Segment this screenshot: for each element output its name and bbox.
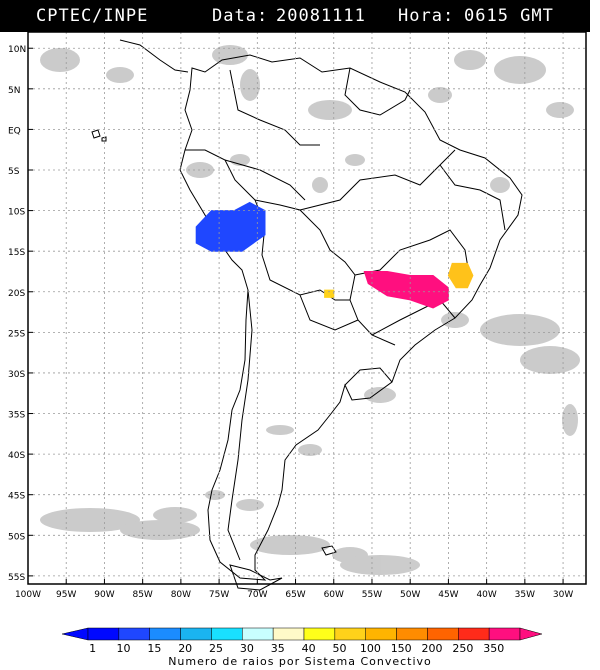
legend-swatch	[488, 627, 521, 641]
yellow-cluster-bolivia	[324, 289, 335, 298]
legend-arrow-right	[519, 627, 543, 641]
magenta-cluster-brazil	[363, 271, 449, 309]
lat-label: 50S	[8, 532, 25, 542]
legend-label: 40	[302, 642, 316, 655]
lightning-clusters	[195, 201, 474, 309]
time-label: Hora:	[398, 6, 455, 26]
yellow-cluster-minas	[447, 262, 474, 289]
legend-caption: Numero de raios por Sistema Convectivo	[168, 655, 432, 668]
legend-swatch	[365, 627, 397, 641]
legend-label: 250	[452, 642, 473, 655]
lat-label: 45S	[8, 492, 25, 502]
galapagos-islands	[91, 129, 107, 142]
cloud-cover	[40, 45, 580, 575]
lon-label: 45W	[438, 590, 458, 600]
brazil-states-south	[371, 299, 456, 336]
header-bar: CPTEC/INPE Data: 20081111 Hora: 0615 GMT	[0, 0, 590, 32]
legend-label: 25	[209, 642, 223, 655]
map-frame	[27, 31, 587, 585]
lon-label: 85W	[132, 590, 152, 600]
lon-label: 60W	[324, 590, 344, 600]
legend-swatch	[334, 627, 366, 641]
lon-label: 80W	[171, 590, 191, 600]
date-value: 20081111	[276, 6, 366, 26]
legend-swatch	[118, 627, 150, 641]
lon-label: 90W	[94, 590, 114, 600]
border-argentina-paraguay	[299, 294, 359, 331]
legend-label: 50	[332, 642, 346, 655]
legend-arrow-left	[61, 627, 89, 641]
coastline-and-borders	[91, 39, 523, 591]
legend-swatch	[149, 627, 181, 641]
lon-label: 65W	[285, 590, 305, 600]
tierra-del-fuego	[229, 564, 283, 591]
legend-label: 350	[483, 642, 504, 655]
source-title: CPTEC/INPE	[36, 6, 149, 26]
uruguay-border	[344, 367, 393, 386]
legend-swatch	[87, 627, 120, 641]
lat-label: 35S	[8, 411, 25, 421]
lat-label: 5N	[8, 86, 20, 96]
lat-label: 5S	[8, 167, 20, 177]
legend-label: 15	[147, 642, 161, 655]
legend-label: 1	[89, 642, 96, 655]
lon-label: 30W	[553, 590, 573, 600]
lon-label: 35W	[515, 590, 535, 600]
lat-label: 40S	[8, 451, 25, 461]
border-bolivia	[254, 199, 350, 301]
falkland-islands	[321, 545, 337, 556]
border-brazil-west	[254, 199, 396, 346]
border-argentina-chile	[227, 289, 253, 561]
central-america-coastline	[119, 39, 189, 73]
legend-label: 20	[178, 642, 192, 655]
lon-label: 100W	[15, 590, 41, 600]
latitude-labels: 10N 5N EQ 5S 10S 15S 20S 25S 30S 35S 40S 45S 50S 55S	[8, 45, 33, 583]
border-guyanas	[344, 67, 411, 116]
lon-label: 55W	[362, 590, 382, 600]
lat-label: 10N	[8, 45, 26, 55]
south-america-coastline	[179, 54, 523, 581]
brazil-states-northeast	[439, 164, 506, 231]
legend-color-bar	[61, 627, 543, 641]
map-svg: 10N5NEQ5S10S15S20S25S30S35S40S45S50S55S …	[8, 31, 587, 600]
legend-label: 200	[422, 642, 443, 655]
legend-labels: 1 10 15 20 25 30 35 40 50 100 150 200 250 350	[89, 642, 504, 655]
time-value: 0615 GMT	[464, 6, 554, 26]
lon-label: 70W	[247, 590, 267, 600]
legend-swatch	[427, 627, 459, 641]
longitude-labels: 100W 95W 90W 85W 80W 75W 70W 65W 60W 55W 50W 45W 40W…	[15, 579, 573, 600]
border-colombia-peru	[224, 159, 306, 201]
map-grid	[27, 32, 586, 584]
legend-swatch	[242, 627, 274, 641]
lon-label: 95W	[56, 590, 76, 600]
legend-label: 100	[360, 642, 381, 655]
lat-label: 55S	[8, 573, 25, 583]
legend-swatch	[272, 627, 305, 641]
legend-swatch	[303, 627, 336, 641]
border-colombia-venezuela	[229, 69, 320, 146]
lon-label: 75W	[209, 590, 229, 600]
brazil-states-central	[354, 229, 471, 281]
legend-label: 30	[240, 642, 254, 655]
legend-label: 150	[391, 642, 412, 655]
legend-label: 35	[271, 642, 285, 655]
legend-swatch	[396, 627, 428, 641]
legend-swatch	[458, 627, 490, 641]
lat-label: 25S	[8, 329, 25, 339]
legend-svg: 1 10 15 20 25 30 35 40 50 100 150 200 250 350	[61, 627, 543, 655]
date-label: Data:	[212, 6, 269, 26]
lat-label: EQ	[8, 126, 21, 136]
blue-cluster-peru	[195, 201, 266, 252]
legend-label: 10	[116, 642, 130, 655]
legend-swatch	[180, 627, 212, 641]
lat-label: 10S	[8, 208, 25, 218]
lat-label: 20S	[8, 289, 25, 299]
lat-label: 30S	[8, 370, 25, 380]
lat-label: 15S	[8, 248, 25, 258]
lon-label: 50W	[400, 590, 420, 600]
legend-swatch	[211, 627, 243, 641]
lon-label: 40W	[476, 590, 496, 600]
